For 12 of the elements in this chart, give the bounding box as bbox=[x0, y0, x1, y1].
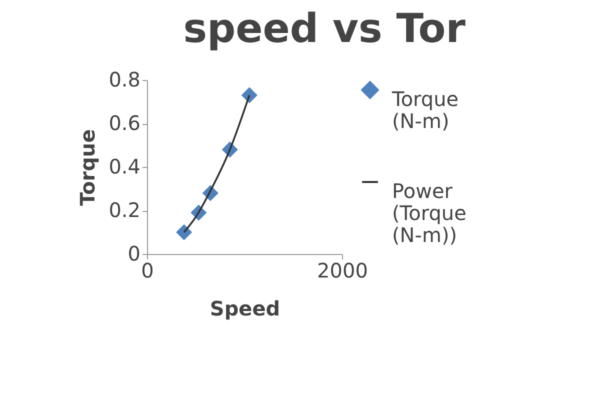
point bbox=[176, 224, 192, 240]
chart-title: speed vs Tor bbox=[183, 6, 466, 52]
x-tick-label: 2000 bbox=[317, 258, 368, 282]
x-axis-title: Speed bbox=[210, 296, 280, 320]
legend-label: Torque (N-m) bbox=[391, 87, 459, 133]
y-axis-title: Torque bbox=[76, 129, 100, 206]
legend-label: Power (Torque (N-m)) bbox=[392, 179, 466, 247]
y-tick-label: 0.6 bbox=[108, 111, 140, 135]
y-tick-label: 0.8 bbox=[108, 68, 140, 92]
y-tick-label: 0.2 bbox=[108, 198, 140, 222]
y-tick-label: 0 bbox=[128, 242, 140, 266]
y-tick-label: 0.4 bbox=[108, 154, 140, 178]
